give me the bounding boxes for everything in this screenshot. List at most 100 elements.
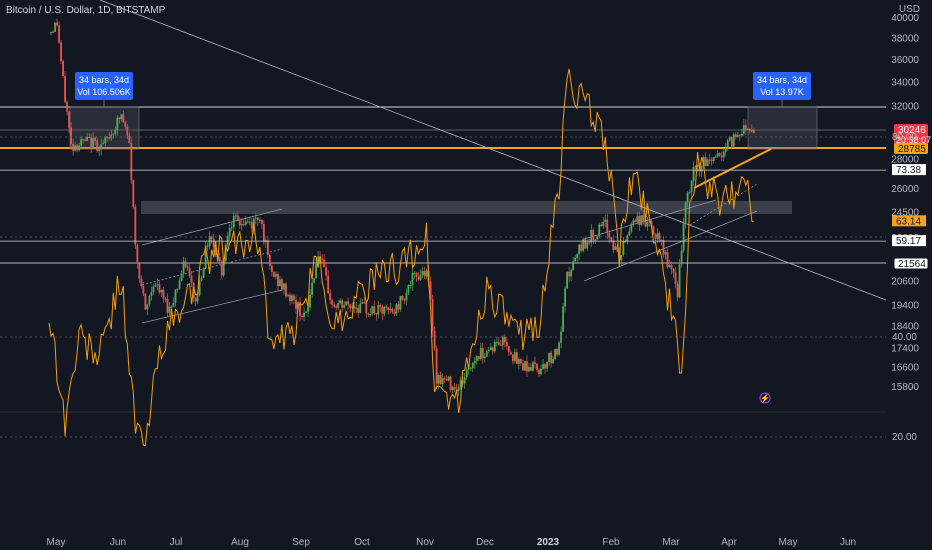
candle-body	[126, 126, 129, 136]
orange-price-tag	[894, 143, 928, 154]
candle-body	[748, 128, 751, 132]
candle-body	[268, 254, 271, 266]
rsi-axis-label: 20.00	[892, 432, 917, 443]
candle-body	[136, 245, 139, 264]
candle-body	[357, 307, 360, 313]
candle-body	[92, 137, 95, 149]
candle-body	[54, 22, 56, 32]
candle-body	[379, 304, 382, 307]
candle-body	[642, 215, 645, 223]
symbol-title[interactable]: Bitcoin / U.S. Dollar, 1D, BITSTAMP	[6, 5, 166, 16]
candle-body	[399, 295, 402, 310]
candle-body	[461, 380, 464, 384]
candle-body	[403, 299, 406, 301]
candle-body	[140, 278, 143, 287]
candle-body	[469, 368, 472, 370]
candle-body	[212, 238, 215, 248]
candle-body	[570, 270, 573, 277]
candle-body	[94, 137, 97, 141]
candle-body	[640, 215, 643, 226]
candle-body	[746, 128, 749, 130]
candle-body	[331, 300, 334, 305]
candle-body	[168, 306, 171, 313]
candle-body	[186, 266, 189, 269]
price-tick-label: 28000	[891, 155, 919, 166]
candle-body	[377, 304, 380, 315]
candle-body	[554, 348, 556, 360]
candle-body	[254, 217, 257, 219]
time-tick-label: Nov	[416, 537, 434, 548]
candle-body	[70, 127, 72, 144]
candle-body	[277, 274, 279, 287]
candle-body	[108, 137, 111, 139]
time-tick-label: Mar	[662, 537, 680, 548]
candle-body	[558, 342, 560, 355]
support-price-tag	[893, 257, 929, 270]
candle-body	[287, 294, 289, 297]
candle-body	[387, 307, 390, 311]
candle-body	[76, 145, 79, 151]
candle-body	[305, 311, 307, 313]
time-axis[interactable]: May Jun Jul Aug Sep Oct Nov Dec 2023 Feb Mar Apr May…	[47, 537, 857, 548]
candle-body	[562, 306, 564, 332]
candle-body	[676, 283, 679, 298]
price-tick-label: 38000	[891, 33, 919, 44]
candle-body	[417, 276, 420, 280]
candle-body	[275, 274, 277, 277]
candle-body	[656, 233, 659, 239]
flash-icon-glyph: ⚡	[760, 393, 770, 403]
currency-label: USD	[898, 4, 920, 15]
candle-body	[584, 239, 587, 249]
candle-body	[343, 305, 346, 308]
candle-body	[182, 261, 185, 274]
price-axis[interactable]: 40000 38000 36000 34000 32000 28000 26000 24500…	[886, 0, 932, 443]
candle-body	[598, 224, 601, 237]
measure-label-vol: Vol 13.97K	[760, 87, 804, 97]
candle-body	[431, 298, 434, 331]
time-tick-label: May	[779, 537, 798, 548]
candle-body	[178, 280, 181, 289]
candle-body	[142, 286, 145, 294]
candle-body	[674, 272, 677, 284]
candle-body	[74, 145, 77, 151]
candle-body	[291, 295, 293, 302]
candle-body	[273, 272, 275, 277]
candle-body	[244, 221, 247, 225]
candle-body	[524, 361, 526, 371]
candle-body	[166, 298, 169, 313]
candle-body	[736, 134, 739, 138]
candle-body	[321, 258, 324, 260]
candle-body	[686, 192, 689, 203]
candle-body	[467, 368, 470, 370]
candle-body	[596, 236, 599, 240]
candle-body	[566, 271, 569, 289]
candle-body	[373, 306, 376, 314]
candle-body	[80, 139, 83, 146]
candle-body	[421, 271, 424, 276]
candle-body	[150, 291, 153, 297]
candle-body	[706, 159, 709, 167]
rsi-axis-label: 80.00	[892, 132, 917, 143]
candle-body	[283, 283, 285, 290]
candle-body	[475, 356, 478, 361]
candle-body	[381, 306, 384, 314]
candle-body	[419, 275, 422, 280]
candle-body	[393, 311, 396, 314]
candle-body	[110, 134, 113, 139]
candle-body	[132, 180, 135, 207]
candle-body	[413, 272, 416, 274]
candle-body	[722, 151, 725, 158]
rsi-tag-59-text: 59.17	[896, 236, 921, 247]
candle-body	[696, 165, 699, 167]
candle-body	[443, 378, 446, 380]
rsi-tag-63	[892, 215, 926, 227]
candle-body	[704, 157, 707, 167]
candle-body	[256, 217, 259, 221]
candle-body	[164, 298, 167, 300]
drawings-layer	[69, 0, 887, 324]
candle-body	[266, 240, 269, 255]
candle-body	[198, 280, 201, 296]
candle-body	[409, 284, 412, 286]
candle-body	[564, 288, 566, 307]
